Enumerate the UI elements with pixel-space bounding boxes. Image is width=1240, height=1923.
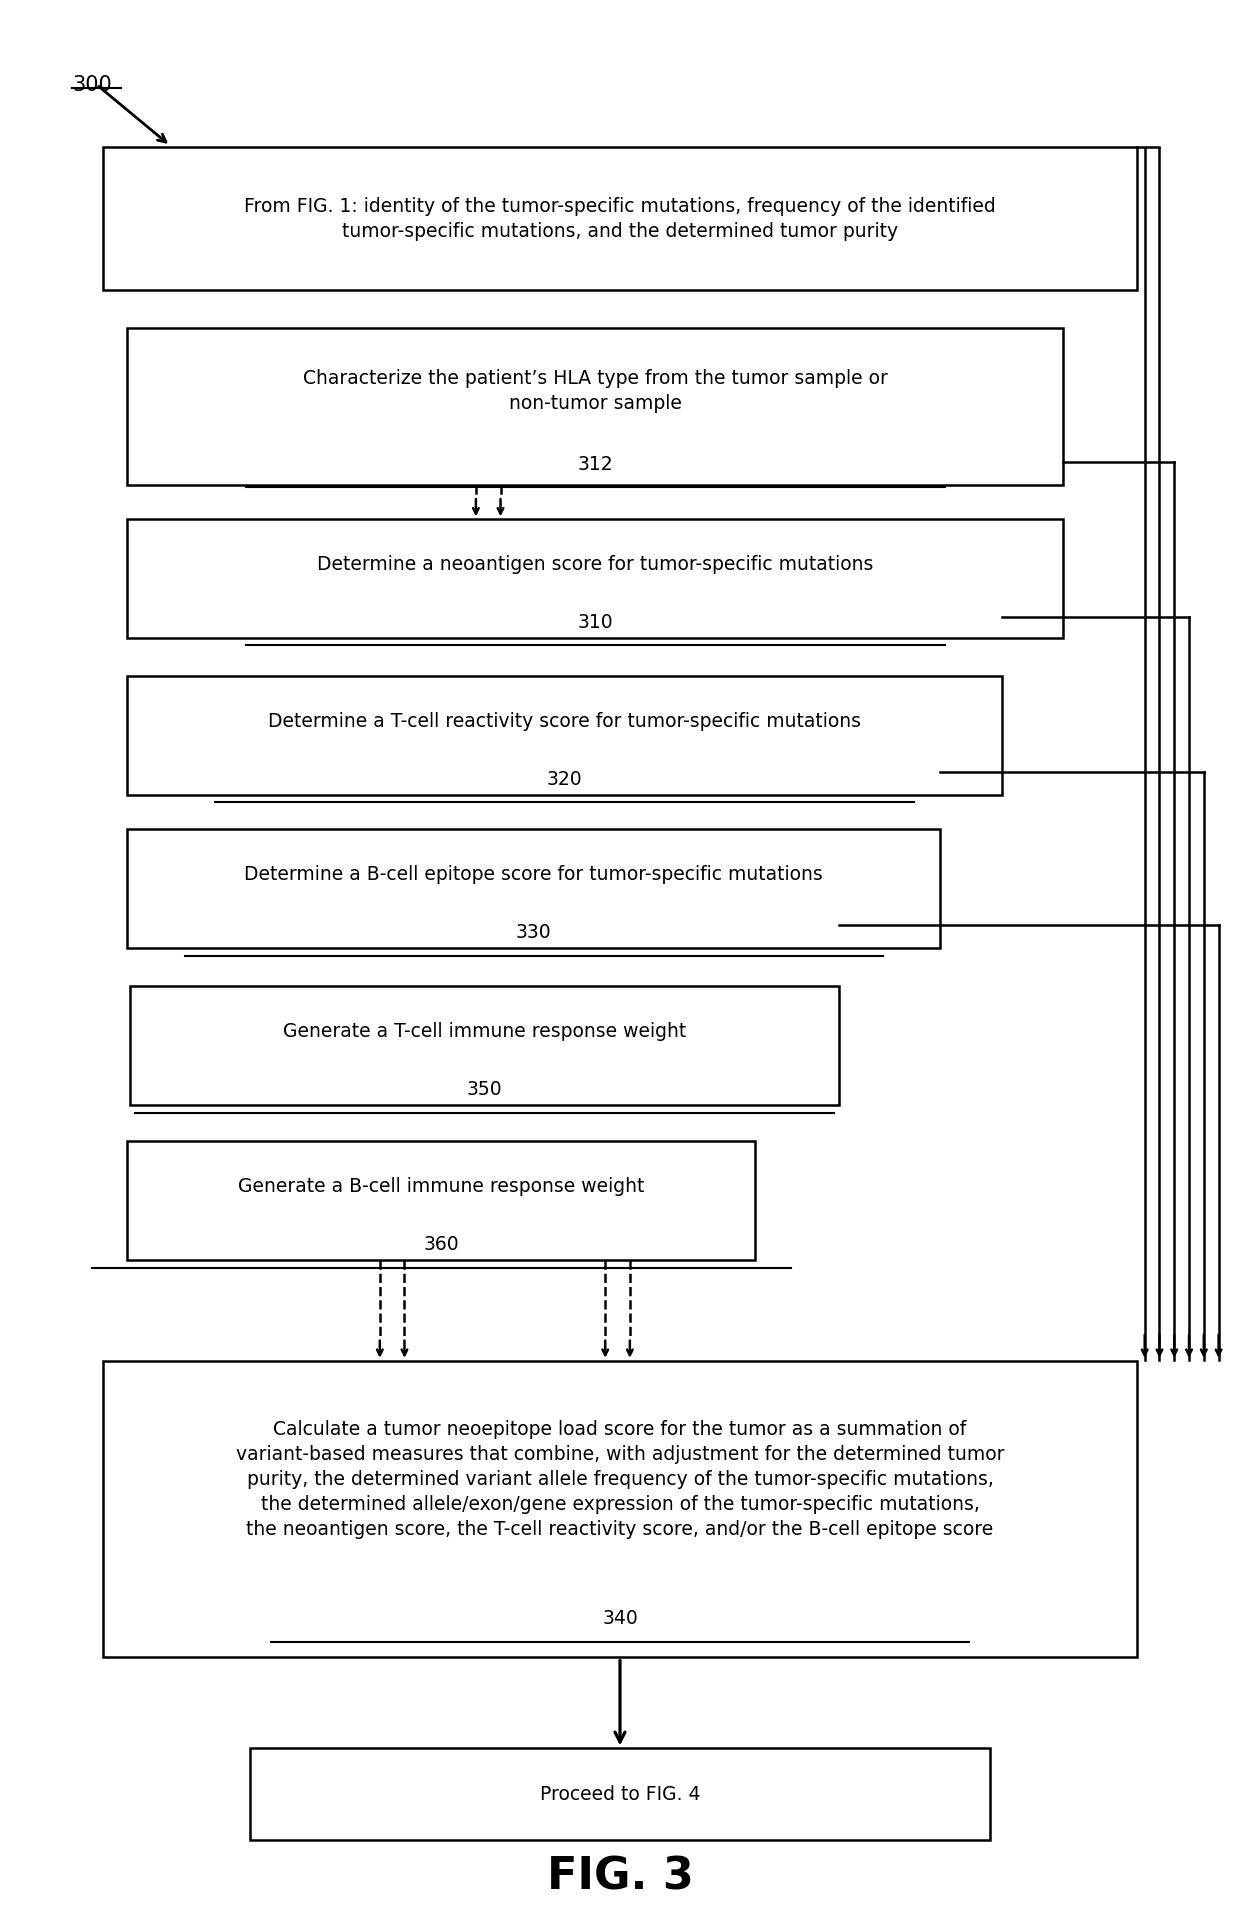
Bar xyxy=(130,986,838,1106)
Text: Determine a T-cell reactivity score for tumor-specific mutations: Determine a T-cell reactivity score for … xyxy=(268,712,861,731)
Text: 330: 330 xyxy=(516,923,552,942)
Text: Calculate a tumor neoepitope load score for the tumor as a summation of
variant-: Calculate a tumor neoepitope load score … xyxy=(236,1419,1004,1538)
Text: From FIG. 1: identity of the tumor-specific mutations, frequency of the identifi: From FIG. 1: identity of the tumor-speci… xyxy=(244,196,996,240)
Text: FIG. 3: FIG. 3 xyxy=(547,1856,693,1898)
Text: 320: 320 xyxy=(547,769,583,788)
Text: 360: 360 xyxy=(424,1235,459,1254)
Text: 300: 300 xyxy=(72,75,112,94)
Text: 312: 312 xyxy=(578,456,613,473)
Text: 340: 340 xyxy=(603,1610,637,1629)
Text: Determine a B-cell epitope score for tumor-specific mutations: Determine a B-cell epitope score for tum… xyxy=(244,865,823,885)
Bar xyxy=(128,829,940,948)
Bar xyxy=(128,327,1064,485)
Bar xyxy=(128,1142,755,1260)
Bar xyxy=(250,1748,990,1840)
Text: Proceed to FIG. 4: Proceed to FIG. 4 xyxy=(539,1785,701,1804)
Text: Characterize the patient’s HLA type from the tumor sample or
non-tumor sample: Characterize the patient’s HLA type from… xyxy=(303,369,888,413)
Bar xyxy=(103,1361,1137,1658)
Bar xyxy=(128,677,1002,794)
Text: Determine a neoantigen score for tumor-specific mutations: Determine a neoantigen score for tumor-s… xyxy=(317,556,873,573)
Text: 310: 310 xyxy=(578,613,613,633)
Text: 350: 350 xyxy=(466,1081,502,1100)
Text: Generate a B-cell immune response weight: Generate a B-cell immune response weight xyxy=(238,1177,645,1196)
Text: Generate a T-cell immune response weight: Generate a T-cell immune response weight xyxy=(283,1021,686,1040)
Bar xyxy=(128,519,1064,638)
Bar xyxy=(103,146,1137,290)
